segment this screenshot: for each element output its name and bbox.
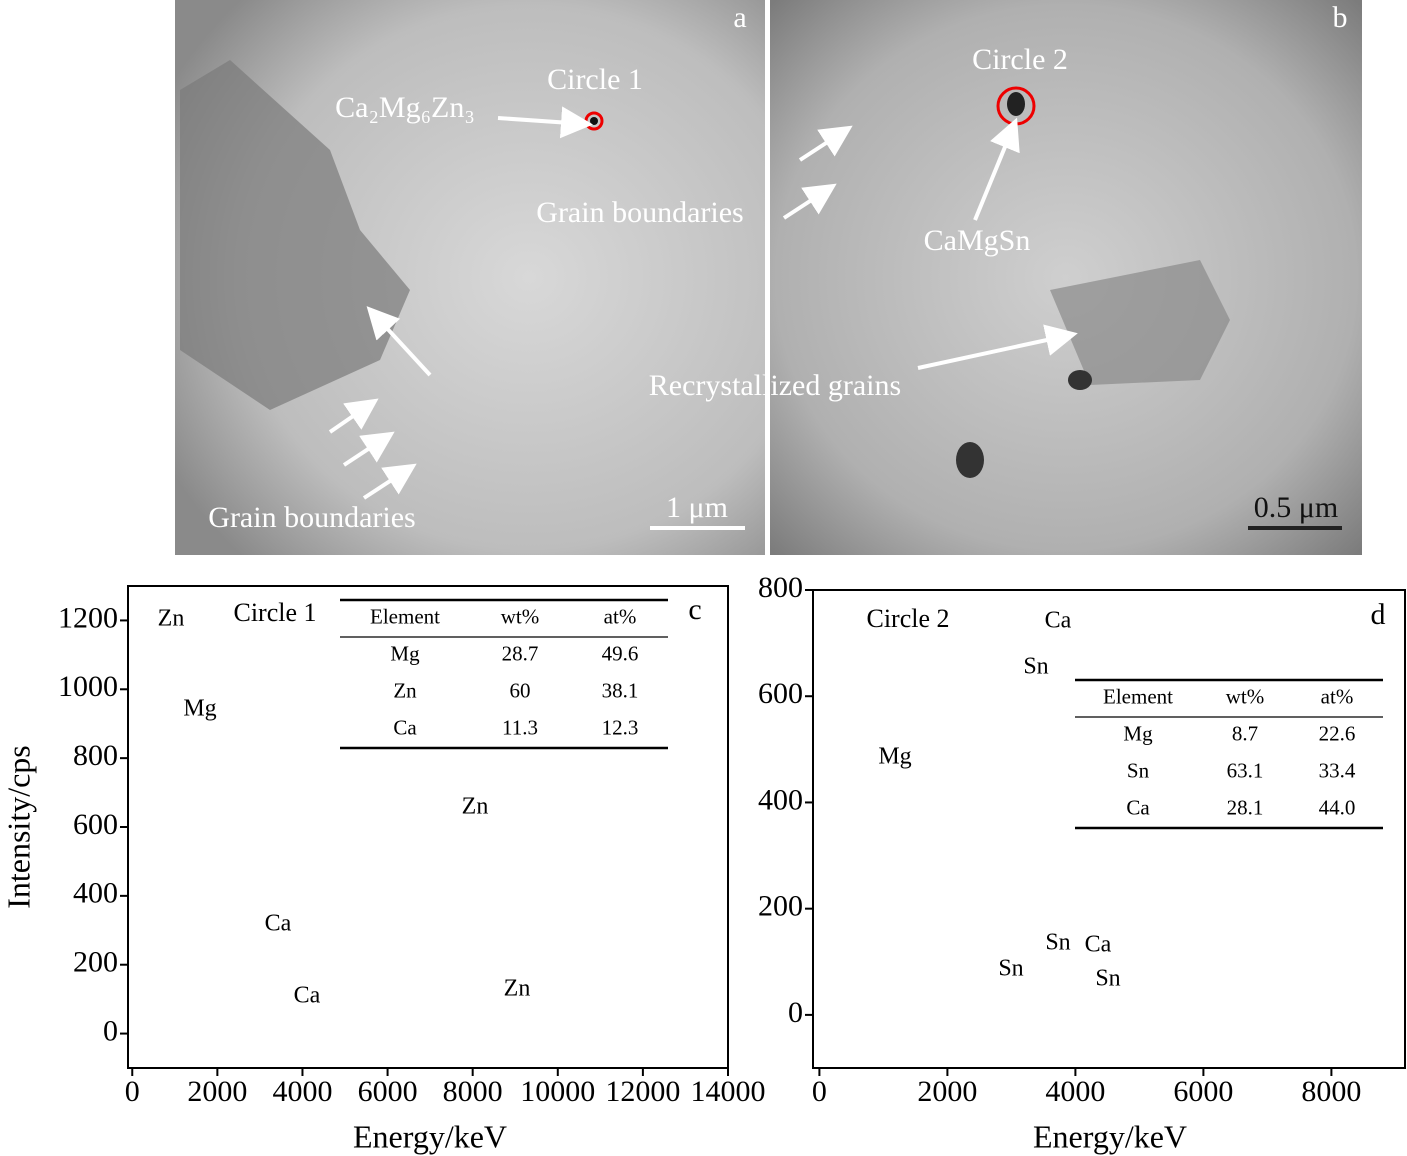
tem-image-a <box>175 0 765 555</box>
x-tick-label: 8000 <box>1301 1075 1361 1108</box>
table-cell: 38.1 <box>602 678 639 702</box>
x-tick-label: 0 <box>812 1075 827 1108</box>
inset-label: Circle 2 <box>866 604 949 633</box>
y-tick-label: 0 <box>103 1014 118 1047</box>
panel-label: a <box>733 1 746 34</box>
y-tick-label: 1200 <box>58 601 118 634</box>
table-cell: Ca <box>1126 795 1150 819</box>
peak-label: Zn <box>158 606 185 632</box>
x-axis-label: Energy/keV <box>353 1118 507 1154</box>
panel-label: d <box>1371 598 1386 631</box>
peak-label: Ca <box>1045 608 1072 634</box>
x-tick-label: 8000 <box>443 1075 503 1108</box>
table-cell: 11.3 <box>502 715 538 739</box>
scale-bar-label: 0.5 μm <box>1254 491 1338 524</box>
peak-label: Zn <box>462 794 489 820</box>
peak-label: Zn <box>504 976 531 1002</box>
table-header: wt% <box>501 604 540 628</box>
y-tick-label: 400 <box>758 783 803 816</box>
image-label: Recrystallized grains <box>649 369 901 402</box>
x-axis-label: Energy/keV <box>1033 1118 1187 1154</box>
image-label: Circle 2 <box>972 43 1068 76</box>
table-header: at% <box>604 604 637 628</box>
table-cell: 33.4 <box>1319 758 1356 782</box>
y-tick-label: 1000 <box>58 670 118 703</box>
x-tick-label: 2000 <box>187 1075 247 1108</box>
image-label: Circle 1 <box>547 63 643 96</box>
x-tick-label: 0 <box>125 1075 140 1108</box>
y-tick-label: 0 <box>788 996 803 1029</box>
y-tick-label: 200 <box>758 890 803 923</box>
y-axis-label: Intensity/cps <box>0 745 36 909</box>
x-tick-label: 14000 <box>691 1075 766 1108</box>
y-tick-label: 800 <box>73 739 118 772</box>
x-tick-label: 6000 <box>1173 1075 1233 1108</box>
peak-label: Sn <box>1023 654 1048 680</box>
x-tick-label: 4000 <box>1045 1075 1105 1108</box>
x-tick-label: 10000 <box>520 1075 595 1108</box>
table-cell: 28.7 <box>502 641 539 665</box>
table-header: Element <box>1103 684 1173 708</box>
table-header: wt% <box>1226 684 1265 708</box>
table-header: at% <box>1321 684 1354 708</box>
table-cell: Mg <box>390 641 420 665</box>
table-cell: 28.1 <box>1227 795 1264 819</box>
tem-image-b <box>770 0 1362 555</box>
y-tick-label: 800 <box>758 571 803 604</box>
table-cell: 12.3 <box>602 715 639 739</box>
x-tick-label: 4000 <box>272 1075 332 1108</box>
image-label: Grain boundaries <box>208 501 415 534</box>
table-cell: Zn <box>393 678 417 702</box>
table-header: Element <box>370 604 440 628</box>
table-cell: 44.0 <box>1319 795 1356 819</box>
table-cell: Sn <box>1127 758 1150 782</box>
scale-bar-label: 1 μm <box>666 491 728 524</box>
y-tick-label: 200 <box>73 946 118 979</box>
peak-label: Mg <box>183 696 216 722</box>
y-tick-label: 600 <box>73 808 118 841</box>
panel-label: b <box>1333 1 1348 34</box>
table-cell: 63.1 <box>1227 758 1264 782</box>
panel-label: c <box>688 593 701 626</box>
table-cell: 8.7 <box>1232 721 1258 745</box>
peak-label: Ca <box>1085 932 1112 958</box>
image-label: Ca₂Mg₆Zn₃ <box>335 91 475 124</box>
y-tick-label: 400 <box>73 877 118 910</box>
table-cell: 60 <box>510 678 531 702</box>
y-tick-label: 600 <box>758 677 803 710</box>
table-cell: Ca <box>393 715 417 739</box>
plot-frame <box>812 589 1406 1069</box>
image-label: CaMgSn <box>924 224 1031 257</box>
peak-label: Ca <box>294 983 321 1009</box>
x-tick-label: 12000 <box>605 1075 680 1108</box>
inset-label: Circle 1 <box>233 598 316 627</box>
peak-label: Sn <box>1045 930 1070 956</box>
x-tick-label: 2000 <box>917 1075 977 1108</box>
peak-label: Sn <box>1095 966 1120 992</box>
image-label: Grain boundaries <box>536 196 743 229</box>
table-cell: 49.6 <box>602 641 639 665</box>
table-cell: 22.6 <box>1319 721 1356 745</box>
x-tick-label: 6000 <box>358 1075 418 1108</box>
peak-label: Sn <box>998 956 1023 982</box>
peak-label: Ca <box>265 911 292 937</box>
peak-label: Mg <box>878 744 911 770</box>
table-cell: Mg <box>1123 721 1153 745</box>
